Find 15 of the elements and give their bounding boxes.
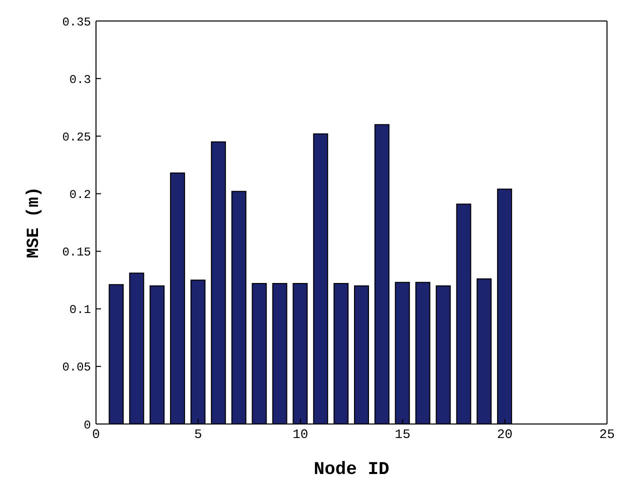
y-tick-label: 0.3 — [69, 72, 91, 87]
x-tick-label: 25 — [599, 427, 615, 442]
y-tick-label: 0 — [84, 418, 91, 432]
y-tick-label: 0.15 — [62, 246, 91, 260]
x-axis-title: Node ID — [314, 460, 390, 480]
y-tick-label: 0.2 — [69, 188, 91, 202]
y-tick-label: 0.1 — [69, 303, 91, 318]
x-tick-label: 20 — [496, 427, 513, 442]
y-tick-label: 0.05 — [62, 360, 91, 375]
y-tick-label: 0.25 — [62, 130, 91, 144]
x-tick-label: 15 — [394, 427, 410, 442]
y-axis-title: MSE (m) — [25, 186, 44, 258]
x-tick-label: 10 — [292, 427, 308, 442]
x-tick-label: 5 — [194, 427, 202, 442]
y-tick-label: 0.35 — [62, 15, 91, 30]
